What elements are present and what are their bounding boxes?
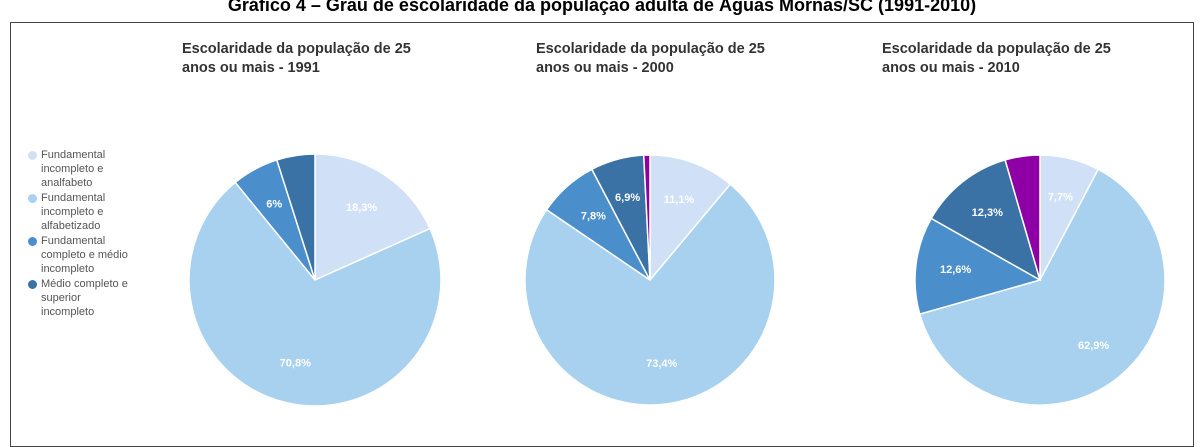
legend-item: Fundamental incompleto e analfabeto (28, 148, 136, 190)
pie-slice (314, 153, 431, 282)
pie-slice (649, 154, 732, 283)
chart-title: Escolaridade da população de 25 anos ou … (882, 41, 1111, 76)
slice-label: 7,7% (1048, 191, 1073, 203)
pie-slice (1004, 154, 1041, 281)
pie-slice (930, 159, 1042, 282)
legend-label: Fundamental incompleto e analfabeto (41, 149, 106, 189)
legend-item: Fundamental incompleto e alfabetizado (28, 191, 136, 233)
slice-label: 6% (266, 199, 282, 211)
chart-title: Escolaridade da população de 25 anos ou … (536, 41, 765, 76)
slice-label: 11,1% (664, 194, 695, 206)
legend-swatch (28, 237, 37, 246)
legend-item: Fundamental completo e médio incompleto (28, 234, 136, 276)
legend-item: Médio completo e superior incompleto (28, 277, 136, 319)
legend-label: Fundamental completo e médio incompleto (41, 235, 128, 275)
legend-label: Médio completo e superior incompleto (41, 278, 128, 318)
slice-label: 12,6% (940, 264, 971, 276)
slice-label: 70,8% (280, 357, 311, 369)
slice-label: 6,9% (615, 192, 640, 204)
pie-slice (524, 183, 776, 406)
legend-swatch (28, 151, 37, 160)
pie-slice (188, 181, 442, 407)
slice-label: 12,3% (972, 207, 1003, 219)
slice-label: 18,3% (346, 202, 377, 214)
slice-label: 73,4% (646, 358, 677, 370)
legend-label: Fundamental incompleto e alfabetizado (41, 192, 106, 232)
legend-swatch (28, 194, 37, 203)
chart-title: Escolaridade da população de 25 anos ou … (182, 41, 411, 76)
legend: Fundamental incompleto e analfabeto Funda… (28, 148, 158, 320)
pie-slice (275, 153, 316, 281)
pie-slice (914, 217, 1042, 316)
slice-label: 7,8% (581, 211, 606, 223)
pie-slice (642, 154, 651, 281)
pie-slice (918, 168, 1166, 406)
legend-swatch (28, 280, 37, 289)
main-title: Gráfico 4 – Grau de escolaridade da popu… (227, 0, 977, 15)
slice-label: 62,9% (1078, 340, 1109, 352)
